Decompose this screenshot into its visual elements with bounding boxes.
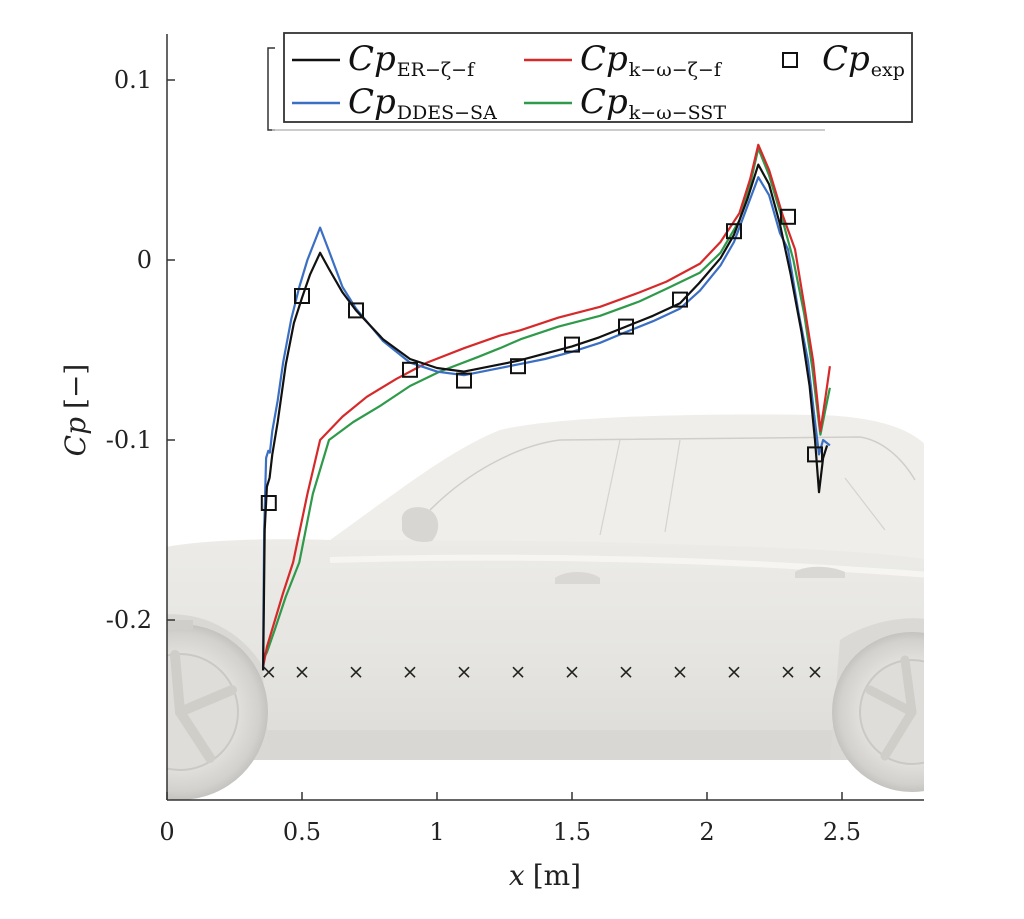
series-line-cp-k-sst xyxy=(262,147,831,661)
probe-x-marker xyxy=(782,666,794,678)
probe-x-marker xyxy=(296,666,308,678)
legend-box xyxy=(283,32,913,123)
legend-item: Cpk−ω−SST xyxy=(524,82,726,124)
series-line-cp-k-f xyxy=(262,143,831,668)
legend-label: Cpk−ω−SST xyxy=(580,82,726,124)
exp-data-point xyxy=(780,208,796,225)
probe-x-marker xyxy=(674,666,686,678)
legend: CpER−ζ−f Cpk−ω−ζ−f Cpexp CpDDES−SA Cpk−ω−SST xyxy=(267,32,913,131)
legend-label: Cpk−ω−ζ−f xyxy=(580,39,723,81)
probe-x-marker xyxy=(458,666,470,678)
y-axis-title: Cp[−] xyxy=(59,364,92,457)
exp-data-point xyxy=(672,291,688,308)
exp-data-point xyxy=(618,318,634,335)
x-tick-label: 2.5 xyxy=(823,818,861,846)
x-tick-label: 1 xyxy=(429,818,444,846)
exp-data-point xyxy=(260,495,277,511)
legend-label: Cpexp xyxy=(822,39,905,81)
exp-data-point xyxy=(726,223,742,240)
exp-data-point xyxy=(510,358,526,375)
exp-data-point xyxy=(564,336,580,353)
x-tick-label: 2 xyxy=(699,818,714,846)
legend-item: Cpk−ω−ζ−f xyxy=(524,39,723,81)
legend-item: CpER−ζ−f xyxy=(292,39,476,81)
probe-x-marker xyxy=(350,666,362,678)
exp-data-point xyxy=(348,302,364,319)
probe-x-marker xyxy=(728,666,740,678)
x-tick-label: 0 xyxy=(159,818,174,846)
probe-x-marker xyxy=(404,666,416,678)
y-tick-label: 0.1 xyxy=(114,66,152,94)
legend-item: Cpexp xyxy=(782,39,905,81)
series-line-cp-er-f xyxy=(262,163,829,671)
x-axis-title: x [m] xyxy=(509,859,581,892)
x-tick-label: 1.5 xyxy=(553,818,591,846)
probe-x-marker xyxy=(512,666,524,678)
legend-item: CpDDES−SA xyxy=(292,82,497,124)
legend-square-swatch xyxy=(782,52,798,68)
legend-label: CpER−ζ−f xyxy=(348,39,476,81)
series-line-cp-ddes-sa xyxy=(262,176,831,671)
car-background-image xyxy=(167,414,924,800)
probe-x-marker xyxy=(263,666,275,678)
x-tick-label: 0.5 xyxy=(283,818,321,846)
exp-data-point xyxy=(294,288,310,304)
exp-data-point xyxy=(807,446,823,463)
axes: 0 0.5 1 1.5 2 2.5 0.1 0 -0.1 -0.2 xyxy=(106,34,924,846)
legend-label: CpDDES−SA xyxy=(348,82,497,124)
y-tick-label: -0.1 xyxy=(106,426,152,454)
exp-data-point xyxy=(456,372,472,389)
probe-x-marker xyxy=(620,666,632,678)
probe-x-marker xyxy=(809,666,821,678)
y-tick-label: 0 xyxy=(137,246,152,274)
y-tick-label: -0.2 xyxy=(106,606,152,634)
exp-data-point xyxy=(402,361,418,378)
probe-x-marker xyxy=(566,666,578,678)
